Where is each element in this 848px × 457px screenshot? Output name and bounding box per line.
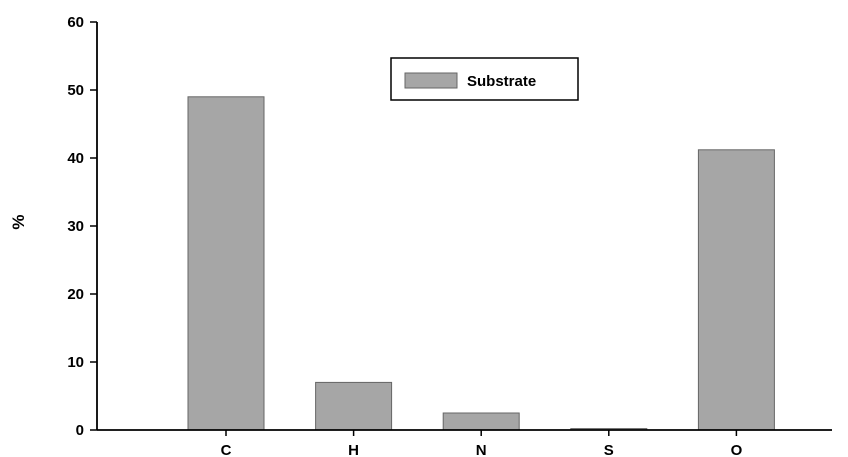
x-tick-label-o: O <box>731 442 743 457</box>
y-tick-label-20: 20 <box>67 286 84 303</box>
y-tick-label-40: 40 <box>67 150 84 167</box>
x-tick-label-h: H <box>348 442 359 457</box>
legend-label-substrate: Substrate <box>467 73 536 90</box>
x-tick-label-n: N <box>476 442 487 457</box>
y-tick-label-60: 60 <box>67 14 84 31</box>
axes-layer: C H N S O 0 10 20 30 40 50 60 <box>67 14 832 457</box>
y-tick-label-10: 10 <box>67 354 84 371</box>
bar-c <box>187 96 265 431</box>
legend: Substrate <box>390 57 579 101</box>
x-tick-label-c: C <box>221 442 232 457</box>
y-axis-label: % <box>9 214 28 229</box>
y-tick-label-0: 0 <box>76 422 84 439</box>
bar-o <box>697 149 775 431</box>
x-tick-label-s: S <box>604 442 614 457</box>
bar-h <box>315 381 393 431</box>
bars-layer <box>187 96 775 431</box>
y-tick-label-50: 50 <box>67 82 84 99</box>
y-tick-label-30: 30 <box>67 218 84 235</box>
legend-swatch <box>404 72 458 89</box>
bar-n <box>442 412 520 431</box>
